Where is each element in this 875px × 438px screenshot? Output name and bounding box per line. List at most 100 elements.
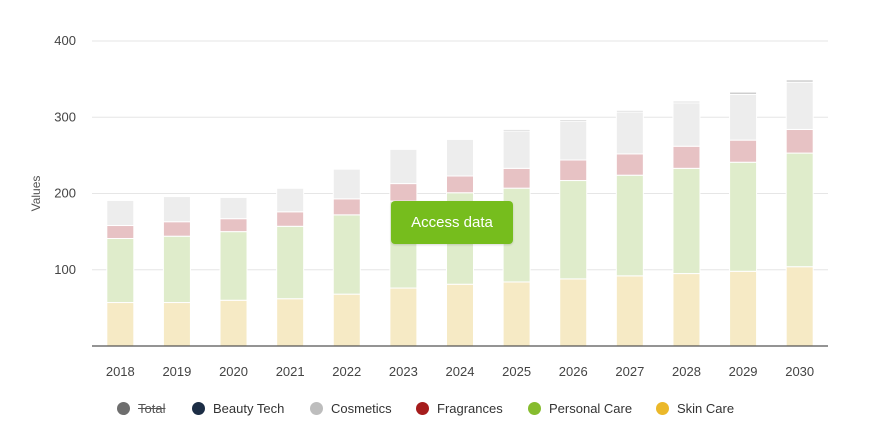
bar-skin-care-2026[interactable] (559, 278, 588, 347)
x-tick-label: 2030 (785, 364, 814, 379)
legend-label: Beauty Tech (213, 401, 285, 416)
bar-skin-care-2028[interactable] (672, 273, 701, 347)
bar-personal-care-2027[interactable] (615, 174, 644, 277)
legend-label: Cosmetics (331, 401, 392, 416)
bar-fragrances-2028[interactable] (672, 145, 701, 169)
bar-fragrances-2019[interactable] (162, 221, 191, 237)
bar-beauty-tech-2021[interactable] (276, 186, 305, 189)
bar-cosmetics-2029[interactable] (729, 93, 758, 141)
bar-cosmetics-2020[interactable] (219, 196, 248, 220)
bar-personal-care-2019[interactable] (162, 235, 191, 304)
bar-skin-care-2024[interactable] (446, 283, 474, 347)
access-data-button[interactable]: Access data (391, 201, 513, 244)
bar-skin-care-2023[interactable] (389, 287, 418, 347)
bar-fragrances-2024[interactable] (446, 175, 474, 194)
legend-dot-icon (192, 402, 205, 415)
legend-item-fragrances[interactable]: Fragrances (416, 401, 503, 416)
bar-skin-care-2020[interactable] (219, 299, 248, 347)
bar-skin-care-2025[interactable] (502, 281, 531, 347)
bar-fragrances-2018[interactable] (106, 225, 135, 239)
bar-skin-care-2021[interactable] (276, 298, 305, 347)
bar-cosmetics-2019[interactable] (162, 196, 191, 223)
bar-cosmetics-2028[interactable] (672, 102, 701, 147)
legend-label: Total (138, 401, 166, 416)
x-tick-label: 2022 (332, 364, 361, 379)
bar-fragrances-2020[interactable] (219, 218, 248, 233)
x-tick-label: 2029 (729, 364, 758, 379)
bar-fragrances-2030[interactable] (785, 128, 814, 154)
bar-skin-care-2019[interactable] (162, 302, 191, 347)
x-tick-label: 2025 (502, 364, 531, 379)
y-tick-label: 100 (54, 262, 76, 277)
bar-skin-care-2022[interactable] (332, 293, 361, 347)
x-tick-label: 2018 (106, 364, 135, 379)
bar-cosmetics-2030[interactable] (785, 81, 814, 130)
bar-personal-care-2022[interactable] (332, 214, 361, 295)
x-tick-label: 2020 (219, 364, 248, 379)
y-axis-ticks: 100 200 300 400 (54, 33, 76, 277)
bar-cosmetics-2023[interactable] (389, 148, 418, 185)
bar-beauty-tech-2029[interactable] (729, 91, 758, 95)
bar-beauty-tech-2024[interactable] (446, 138, 474, 140)
bar-fragrances-2023[interactable] (389, 183, 418, 202)
legend-item-beauty-tech[interactable]: Beauty Tech (192, 401, 284, 416)
bar-skin-care-2027[interactable] (615, 275, 644, 347)
legend: Total Beauty Tech Cosmetics Fragrances Perso… (0, 401, 875, 421)
bar-cosmetics-2024[interactable] (446, 138, 474, 177)
bar-personal-care-2028[interactable] (672, 167, 701, 275)
bar-skin-care-2030[interactable] (785, 266, 814, 347)
bar-cosmetics-2025[interactable] (502, 130, 531, 169)
bar-personal-care-2029[interactable] (729, 161, 758, 272)
bar-fragrances-2026[interactable] (559, 159, 588, 182)
y-tick-label: 200 (54, 186, 76, 201)
bar-cosmetics-2018[interactable] (106, 199, 135, 227)
bar-fragrances-2025[interactable] (502, 167, 531, 189)
bar-personal-care-2026[interactable] (559, 180, 588, 280)
legend-dot-icon (310, 402, 323, 415)
legend-dot-icon (117, 402, 130, 415)
legend-item-skin-care[interactable]: Skin Care (656, 401, 734, 416)
bar-beauty-tech-2025[interactable] (502, 128, 531, 132)
bar-fragrances-2027[interactable] (615, 153, 644, 176)
x-tick-label: 2019 (162, 364, 191, 379)
legend-label: Personal Care (549, 401, 633, 416)
bar-cosmetics-2026[interactable] (559, 120, 588, 161)
bar-cosmetics-2027[interactable] (615, 111, 644, 155)
bar-fragrances-2029[interactable] (729, 139, 758, 163)
bar-beauty-tech-2026[interactable] (559, 119, 588, 122)
y-axis-label: Values (29, 176, 43, 212)
bar-fragrances-2021[interactable] (276, 211, 305, 227)
x-tick-label: 2028 (672, 364, 701, 379)
legend-item-personal-care[interactable]: Personal Care (528, 401, 632, 416)
x-tick-label: 2021 (276, 364, 305, 379)
legend-item-cosmetics[interactable]: Cosmetics (310, 401, 392, 416)
bar-personal-care-2021[interactable] (276, 225, 305, 300)
bar-beauty-tech-2027[interactable] (615, 109, 644, 113)
bar-beauty-tech-2030[interactable] (785, 79, 814, 83)
bar-cosmetics-2021[interactable] (276, 187, 305, 213)
legend-dot-icon (416, 402, 429, 415)
x-tick-label: 2024 (446, 364, 475, 379)
bar-beauty-tech-2019[interactable] (162, 195, 191, 198)
bar-personal-care-2030[interactable] (785, 152, 814, 268)
bar-beauty-tech-2023[interactable] (389, 148, 418, 150)
bar-fragrances-2022[interactable] (332, 198, 361, 216)
x-tick-label: 2027 (615, 364, 644, 379)
bar-beauty-tech-2018[interactable] (106, 199, 135, 201)
bar-beauty-tech-2020[interactable] (219, 196, 248, 198)
y-tick-label: 300 (54, 109, 76, 124)
bar-skin-care-2018[interactable] (106, 302, 135, 347)
x-tick-label: 2026 (559, 364, 588, 379)
bar-personal-care-2018[interactable] (106, 237, 135, 304)
x-axis-ticks: 2018 2019 2020 2021 2022 2023 2024 2025 2026 2027… (106, 364, 814, 379)
bar-beauty-tech-2028[interactable] (672, 100, 701, 104)
legend-item-total[interactable]: Total (117, 401, 165, 416)
bar-personal-care-2020[interactable] (219, 231, 248, 301)
legend-dot-icon (528, 402, 541, 415)
bar-cosmetics-2022[interactable] (332, 168, 361, 200)
bar-beauty-tech-2022[interactable] (332, 167, 361, 170)
y-tick-label: 400 (54, 33, 76, 48)
legend-label: Fragrances (437, 401, 503, 416)
bar-skin-care-2029[interactable] (729, 270, 758, 347)
